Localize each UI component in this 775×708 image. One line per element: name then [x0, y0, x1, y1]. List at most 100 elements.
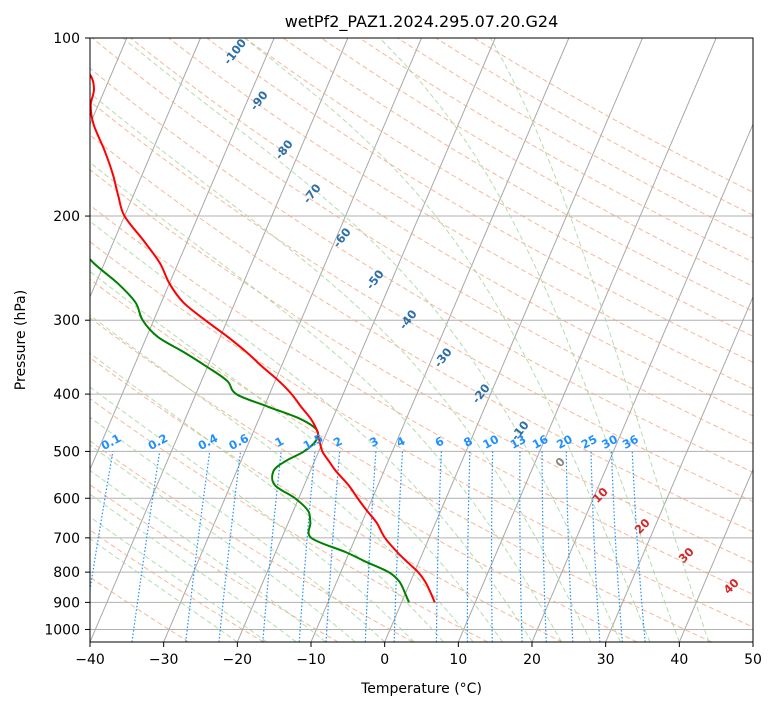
x-tick-label: −20 — [223, 652, 253, 668]
mixing-ratio-line — [490, 451, 494, 642]
line-labels: 0.1 0.2 0.4 0.6 1 1.5 2 3 4 6 8 10 13 16 20 25 30 36-100-… — [99, 36, 742, 597]
dry-adiabat-line — [90, 204, 753, 595]
moist-adiabat-line — [90, 314, 474, 642]
mixing-ratio-line — [610, 451, 623, 642]
moist-adiabat-line — [90, 161, 562, 642]
isotherm-line — [531, 123, 753, 642]
mixing-ratio-label: 0.6 — [226, 431, 251, 453]
dry-adiabat-line — [90, 317, 638, 642]
dry-adiabat-line — [130, 38, 753, 417]
dry-adiabat-line — [90, 398, 488, 642]
mixing-ratio-line — [519, 451, 523, 642]
y-tick-label: 300 — [53, 313, 80, 329]
moist-adiabat-line — [90, 271, 503, 642]
dry-adiabat-label: 40 — [721, 576, 742, 597]
y-tick-label: 700 — [53, 531, 80, 547]
mixing-ratio-label: 2 — [331, 434, 345, 450]
moist-adiabat-label: -60 — [330, 225, 354, 250]
isotherm-line — [605, 295, 753, 642]
dry-adiabat-line — [90, 278, 712, 642]
mixing-ratio-line — [435, 451, 442, 642]
mixing-ratio-label: 16 — [530, 432, 551, 452]
axes: −40 −30 −20 −10 0 10 20 30 40 5010020030040050060… — [44, 31, 762, 668]
x-tick-label: −30 — [149, 652, 179, 668]
x-tick-label: 30 — [597, 652, 615, 668]
mixing-ratio-line — [90, 451, 114, 594]
dry-adiabat-line — [90, 241, 753, 628]
dry-adiabat-line — [90, 134, 753, 533]
y-tick-label: 200 — [53, 209, 80, 225]
mixing-ratio-label: 6 — [433, 434, 447, 450]
mixing-ratio-line — [541, 451, 547, 642]
moist-adiabat-label: -70 — [300, 181, 324, 206]
mixing-ratio-line — [590, 451, 601, 642]
mixing-ratio-label: 10 — [480, 432, 501, 452]
moist-adiabat-line — [90, 538, 238, 642]
isotherm-line — [678, 468, 753, 642]
isotherm-line — [457, 38, 717, 642]
dry-adiabat-line — [206, 38, 753, 363]
dry-adiabat-line — [90, 67, 753, 473]
plot-frame — [89, 37, 754, 643]
mixing-ratio-line — [364, 451, 377, 642]
isotherm-line — [90, 38, 275, 471]
moist-adiabat-label: -50 — [363, 267, 387, 292]
moist-adiabat-line — [90, 386, 415, 642]
mixing-ratio-line — [262, 451, 282, 642]
x-tick-label: 50 — [744, 652, 762, 668]
moist-adiabat-line — [90, 493, 297, 642]
x-axis-title: Temperature (°C) — [360, 681, 482, 697]
y-tick-label: 800 — [53, 565, 80, 581]
isotherm-line — [384, 38, 643, 642]
dry-adiabat-line — [168, 38, 753, 390]
mixing-ratio-label: 3 — [367, 434, 381, 450]
y-tick-label: 400 — [53, 387, 80, 403]
dry-adiabat-line — [90, 100, 753, 503]
x-tick-label: 20 — [523, 652, 541, 668]
mixing-ratio-label: 0.2 — [146, 431, 171, 453]
x-tick-label: 40 — [670, 652, 688, 668]
y-axis-title: Pressure (hPa) — [13, 290, 29, 390]
mixing-ratio-label: 30 — [599, 432, 620, 452]
chart-title: wetPf2_PAZ1.2024.295.07.20.G24 — [285, 12, 559, 32]
dry-adiabat-line — [90, 529, 264, 642]
x-tick-label: −40 — [75, 652, 105, 668]
moist-adiabat-line — [90, 469, 327, 642]
moist-adiabat-line — [90, 220, 533, 642]
mixing-ratio-label: 1 — [272, 434, 286, 450]
dry-adiabat-line — [90, 440, 414, 642]
dewpoint-line — [90, 257, 410, 603]
isotherm-line — [90, 38, 201, 299]
mixing-ratio-label: 13 — [508, 432, 529, 452]
x-tick-label: 0 — [380, 652, 389, 668]
dry-adiabat-line — [244, 38, 753, 337]
moist-adiabat-label: -90 — [247, 88, 271, 113]
y-tick-label: 600 — [53, 491, 80, 507]
y-tick-label: 500 — [53, 444, 80, 460]
sounding-profiles — [90, 73, 436, 603]
moist-adiabat-line — [90, 92, 592, 642]
dry-adiabat-line — [90, 357, 563, 642]
dry-adiabat-line — [90, 169, 753, 564]
mixing-ratio-line — [325, 451, 341, 642]
x-tick-label: 10 — [449, 652, 467, 668]
temperature-line — [90, 73, 436, 603]
mixing-ratio-label: 4 — [394, 434, 408, 450]
mixing-ratio-line — [185, 451, 211, 642]
dry-adiabat-label: 0 — [552, 454, 568, 470]
mixing-ratio-line — [298, 451, 316, 642]
moist-adiabat-line — [90, 516, 268, 642]
moist-adiabat-line — [90, 444, 356, 642]
dry-adiabat-line — [435, 38, 753, 216]
isotherm-line — [90, 38, 349, 642]
isotherm-line — [752, 640, 753, 642]
mixing-ratio-line — [218, 451, 242, 642]
moist-adiabat-label: -100 — [220, 36, 249, 67]
background-lines — [90, 38, 753, 642]
mixing-ratio-label: 36 — [620, 432, 641, 452]
mixing-ratio-line — [565, 451, 574, 642]
mixing-ratio-label: 0.1 — [99, 431, 124, 453]
mixing-ratio-label: 25 — [579, 432, 600, 452]
dry-adiabat-line — [90, 484, 339, 642]
y-tick-label: 900 — [53, 595, 80, 611]
